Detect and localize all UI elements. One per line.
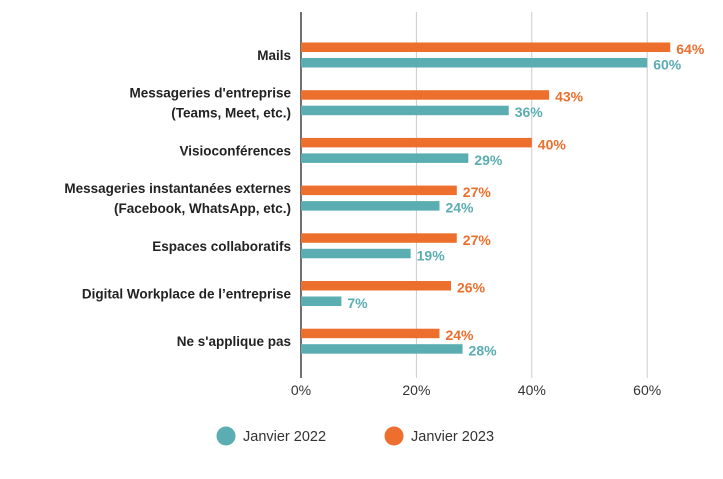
data-label: 64%	[676, 41, 705, 57]
data-label: 60%	[653, 57, 682, 73]
data-label: 43%	[555, 89, 584, 105]
bar-janvier-2023	[301, 185, 457, 196]
data-label: 36%	[515, 104, 544, 120]
data-label: 24%	[445, 327, 474, 343]
bar-janvier-2022	[301, 201, 440, 211]
data-label: 24%	[445, 200, 474, 216]
data-label: 27%	[463, 232, 492, 248]
bar-janvier-2023	[301, 233, 457, 243]
data-label: 40%	[538, 136, 567, 152]
category-label: Messageries instantanées externes	[64, 181, 291, 196]
bar-janvier-2022	[301, 344, 463, 354]
bar-janvier-2022	[301, 58, 648, 68]
category-label: Mails	[257, 48, 291, 63]
x-tick-label: 40%	[518, 382, 546, 398]
bar-janvier-2023	[301, 137, 532, 148]
bar-janvier-2023	[301, 281, 452, 291]
data-label: 7%	[347, 295, 368, 311]
x-tick-label: 20%	[402, 382, 430, 398]
bar-janvier-2023	[301, 90, 550, 100]
category-label: (Teams, Meet, etc.)	[171, 106, 291, 121]
bar-janvier-2023	[301, 42, 671, 52]
x-tick-label: 60%	[633, 382, 661, 398]
category-label: (Facebook, WhatsApp, etc.)	[114, 201, 291, 216]
x-tick-label: 0%	[291, 382, 311, 398]
legend-marker	[384, 426, 404, 446]
category-label: Espaces collaboratifs	[152, 239, 291, 254]
data-label: 29%	[474, 152, 503, 168]
bar-janvier-2023	[301, 328, 440, 339]
data-label: 27%	[463, 184, 492, 200]
data-label: 19%	[417, 247, 446, 263]
category-label: Ne s'applique pas	[177, 334, 291, 349]
bar-janvier-2022	[301, 105, 509, 116]
bar-janvier-2022	[301, 296, 342, 306]
legend-marker	[216, 426, 236, 446]
category-label: Messageries d'entreprise	[129, 86, 291, 101]
legend-label: Janvier 2023	[411, 429, 494, 445]
category-label: Visioconférences	[179, 143, 291, 158]
category-label: Digital Workplace de l’entreprise	[82, 287, 292, 302]
data-label: 26%	[457, 280, 486, 296]
data-label: 28%	[469, 343, 498, 359]
bar-janvier-2022	[301, 248, 411, 259]
legend-label: Janvier 2022	[243, 429, 326, 445]
bar-janvier-2022	[301, 153, 469, 163]
